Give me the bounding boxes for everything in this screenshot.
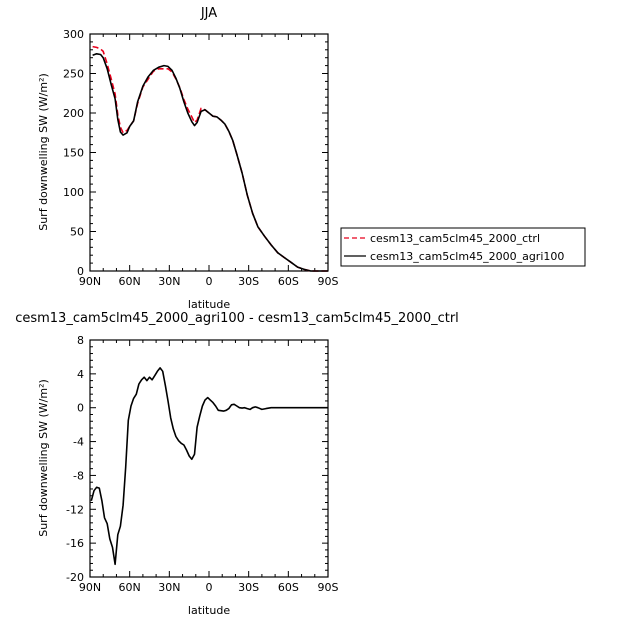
y-tick-label: 100 [63,186,84,199]
legend-box [340,227,586,267]
x-tick-label: 30S [238,275,259,288]
top-x-axis: 90N 60N 30N 0 30S 60S 90S [79,34,339,288]
y-tick-label: -8 [73,469,84,482]
top-series-lines [92,45,328,272]
y-tick-label: 0 [77,402,84,415]
y-tick-label: -20 [66,571,84,584]
x-tick-label: 90N [79,581,101,594]
bottom-chart-title: cesm13_cam5clm45_2000_agri100 - cesm13_c… [15,311,459,326]
y-tick-label: -12 [66,503,84,516]
bottom-x-axis: 90N 60N 30N 0 30S 60S 90S [79,340,339,594]
x-tick-label: 30N [158,275,180,288]
x-tick-label: 60N [119,581,141,594]
y-tick-label: 8 [77,334,84,347]
legend-label-ctrl: cesm13_cam5clm45_2000_ctrl [370,232,540,245]
bottom-panel: cesm13_cam5clm45_2000_agri100 - cesm13_c… [15,311,459,617]
top-plot-frame [89,33,329,272]
series-line-0 [90,367,328,566]
y-tick-label: -16 [66,537,84,550]
legend: cesm13_cam5clm45_2000_ctrl cesm13_cam5cl… [340,227,586,267]
y-tick-label: 200 [63,107,84,120]
x-tick-label: 90S [318,275,339,288]
y-tick-label: 50 [70,226,84,239]
x-tick-label: 60S [278,275,299,288]
x-tick-label: 30S [238,581,259,594]
y-tick-label: -4 [73,436,84,449]
y-tick-label: 0 [77,265,84,278]
bottom-series-lines [90,367,328,566]
bottom-y-axis: 8 4 0 -4 -8 -12 -16 -20 [66,334,328,584]
x-tick-label: 0 [206,275,213,288]
top-y-axis: 0 50 100 150 200 250 300 [63,28,328,278]
x-tick-label: 90S [318,581,339,594]
legend-label-agri100: cesm13_cam5clm45_2000_agri100 [370,250,564,263]
x-tick-label: 60S [278,581,299,594]
top-chart-title: JJA [200,6,217,21]
x-tick-label: 60N [119,275,141,288]
x-tick-label: 30N [158,581,180,594]
y-tick-label: 250 [63,68,84,81]
top-x-axis-label: latitude [188,298,230,311]
x-tick-label: 90N [79,275,101,288]
top-panel: JJA 90N 60N 30N 0 30S 60S 90S 0 50 100 150 200 250 3… [37,6,339,311]
bottom-y-axis-label: Surf downwelling SW (W/m²) [37,379,50,537]
bottom-x-axis-label: latitude [188,604,230,617]
y-tick-label: 4 [77,368,84,381]
y-tick-label: 150 [63,147,84,160]
x-tick-label: 0 [206,581,213,594]
series-line-0 [92,45,328,272]
y-tick-label: 300 [63,28,84,41]
series-line-1 [92,53,328,272]
top-y-axis-label: Surf downwelling SW (W/m²) [37,73,50,231]
